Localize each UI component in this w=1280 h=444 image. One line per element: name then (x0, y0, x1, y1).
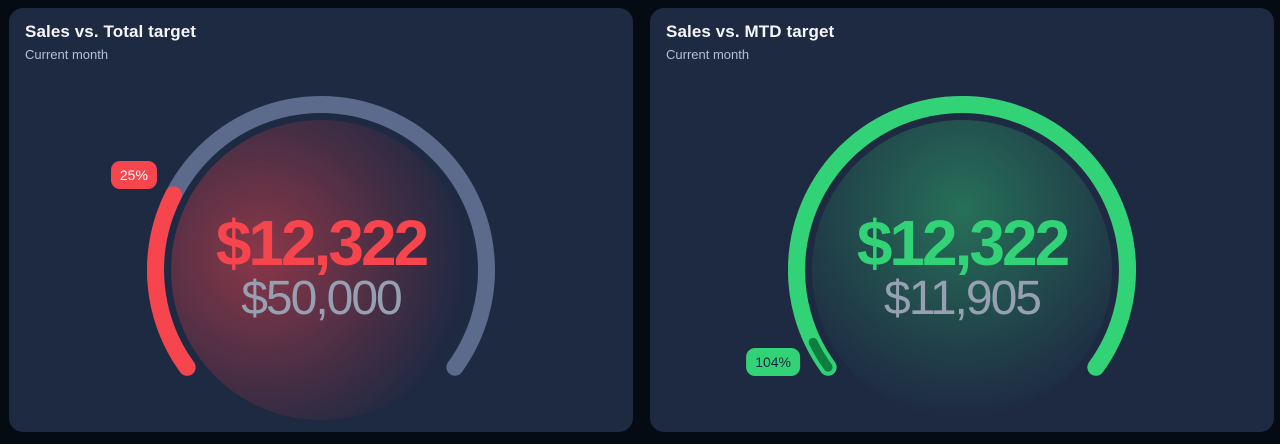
card-title: Sales vs. Total target (25, 22, 197, 41)
gauge-card-mtd-target: Sales vs. MTD target Current month $12,3… (650, 8, 1274, 432)
card-header: Sales vs. Total target Current month (25, 22, 196, 62)
card-subtitle: Current month (666, 47, 750, 62)
gauge-glow (812, 120, 1112, 420)
gauge-arc-canvas (147, 96, 495, 376)
gauge-percent-badge: 104% (746, 347, 800, 376)
gauge-target-value: $50,000 (241, 272, 403, 325)
card-title: Sales vs. MTD target (666, 22, 835, 41)
gauge-current-value: $12,322 (856, 207, 1070, 279)
card-subtitle: Current month (25, 47, 109, 62)
card-header: Sales vs. MTD target Current month (666, 22, 834, 62)
gauge-progress-arc (788, 96, 1136, 376)
gauge-arc-canvas (788, 96, 1136, 376)
gauge-current-value: $12,322 (215, 207, 429, 279)
gauge-values: $12,322 $11,905 (650, 207, 1274, 325)
gauge-values: $12,322 $50,000 (9, 207, 633, 325)
gauge-target-value: $11,905 (884, 272, 1042, 325)
gauge-overflow-arc (808, 337, 833, 372)
gauge-card-total-target: Sales vs. Total target Current month $12… (9, 8, 633, 432)
gauge-glow (171, 120, 471, 420)
gauge-progress-arc (147, 186, 196, 376)
gauge-percent-badge: 25% (110, 160, 157, 189)
